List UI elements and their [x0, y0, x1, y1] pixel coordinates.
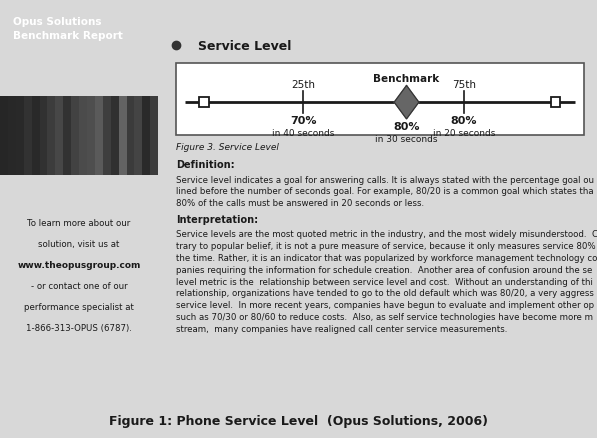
- FancyBboxPatch shape: [56, 96, 63, 175]
- FancyBboxPatch shape: [8, 96, 16, 175]
- FancyBboxPatch shape: [127, 96, 134, 175]
- Text: 70%: 70%: [290, 116, 316, 126]
- Text: in 20 seconds: in 20 seconds: [433, 129, 495, 138]
- FancyBboxPatch shape: [199, 98, 209, 108]
- FancyBboxPatch shape: [87, 96, 95, 175]
- Text: 80%: 80%: [393, 121, 420, 131]
- Text: Interpretation:: Interpretation:: [176, 215, 258, 225]
- FancyBboxPatch shape: [71, 96, 79, 175]
- Text: Service levels are the most quoted metric in the industry, and the most widely m: Service levels are the most quoted metri…: [176, 230, 597, 333]
- FancyBboxPatch shape: [16, 96, 24, 175]
- Text: To learn more about our: To learn more about our: [27, 218, 131, 227]
- FancyBboxPatch shape: [0, 96, 8, 175]
- Text: Service level indicates a goal for answering calls. It is always stated with the: Service level indicates a goal for answe…: [176, 175, 594, 208]
- Text: in 40 seconds: in 40 seconds: [272, 129, 335, 138]
- Text: Figure 3. Service Level: Figure 3. Service Level: [176, 142, 279, 152]
- FancyBboxPatch shape: [32, 96, 39, 175]
- Text: www.theopusgroup.com: www.theopusgroup.com: [17, 260, 141, 269]
- FancyBboxPatch shape: [143, 96, 150, 175]
- FancyBboxPatch shape: [176, 64, 584, 136]
- Text: Definition:: Definition:: [176, 160, 235, 170]
- FancyBboxPatch shape: [24, 96, 32, 175]
- Text: in 30 seconds: in 30 seconds: [376, 134, 438, 144]
- Text: Benchmark: Benchmark: [373, 74, 439, 84]
- FancyBboxPatch shape: [134, 96, 143, 175]
- Text: - or contact one of our: - or contact one of our: [31, 281, 127, 290]
- Text: 75th: 75th: [452, 80, 476, 90]
- Text: 1-866-313-OPUS (6787).: 1-866-313-OPUS (6787).: [26, 323, 132, 332]
- FancyBboxPatch shape: [79, 96, 87, 175]
- FancyBboxPatch shape: [119, 96, 127, 175]
- Text: Figure 1: Phone Service Level  (Opus Solutions, 2006): Figure 1: Phone Service Level (Opus Solu…: [109, 414, 488, 427]
- FancyBboxPatch shape: [111, 96, 119, 175]
- FancyBboxPatch shape: [550, 98, 560, 108]
- Text: 25th: 25th: [291, 80, 315, 90]
- Polygon shape: [394, 86, 419, 120]
- Text: Opus Solutions
Benchmark Report: Opus Solutions Benchmark Report: [13, 18, 122, 41]
- Text: 80%: 80%: [451, 116, 477, 126]
- FancyBboxPatch shape: [63, 96, 71, 175]
- FancyBboxPatch shape: [95, 96, 103, 175]
- FancyBboxPatch shape: [39, 96, 48, 175]
- Text: performance specialist at: performance specialist at: [24, 302, 134, 311]
- FancyBboxPatch shape: [150, 96, 158, 175]
- FancyBboxPatch shape: [103, 96, 111, 175]
- FancyBboxPatch shape: [48, 96, 56, 175]
- Text: Service Level: Service Level: [198, 39, 291, 53]
- Text: solution, visit us at: solution, visit us at: [38, 239, 120, 248]
